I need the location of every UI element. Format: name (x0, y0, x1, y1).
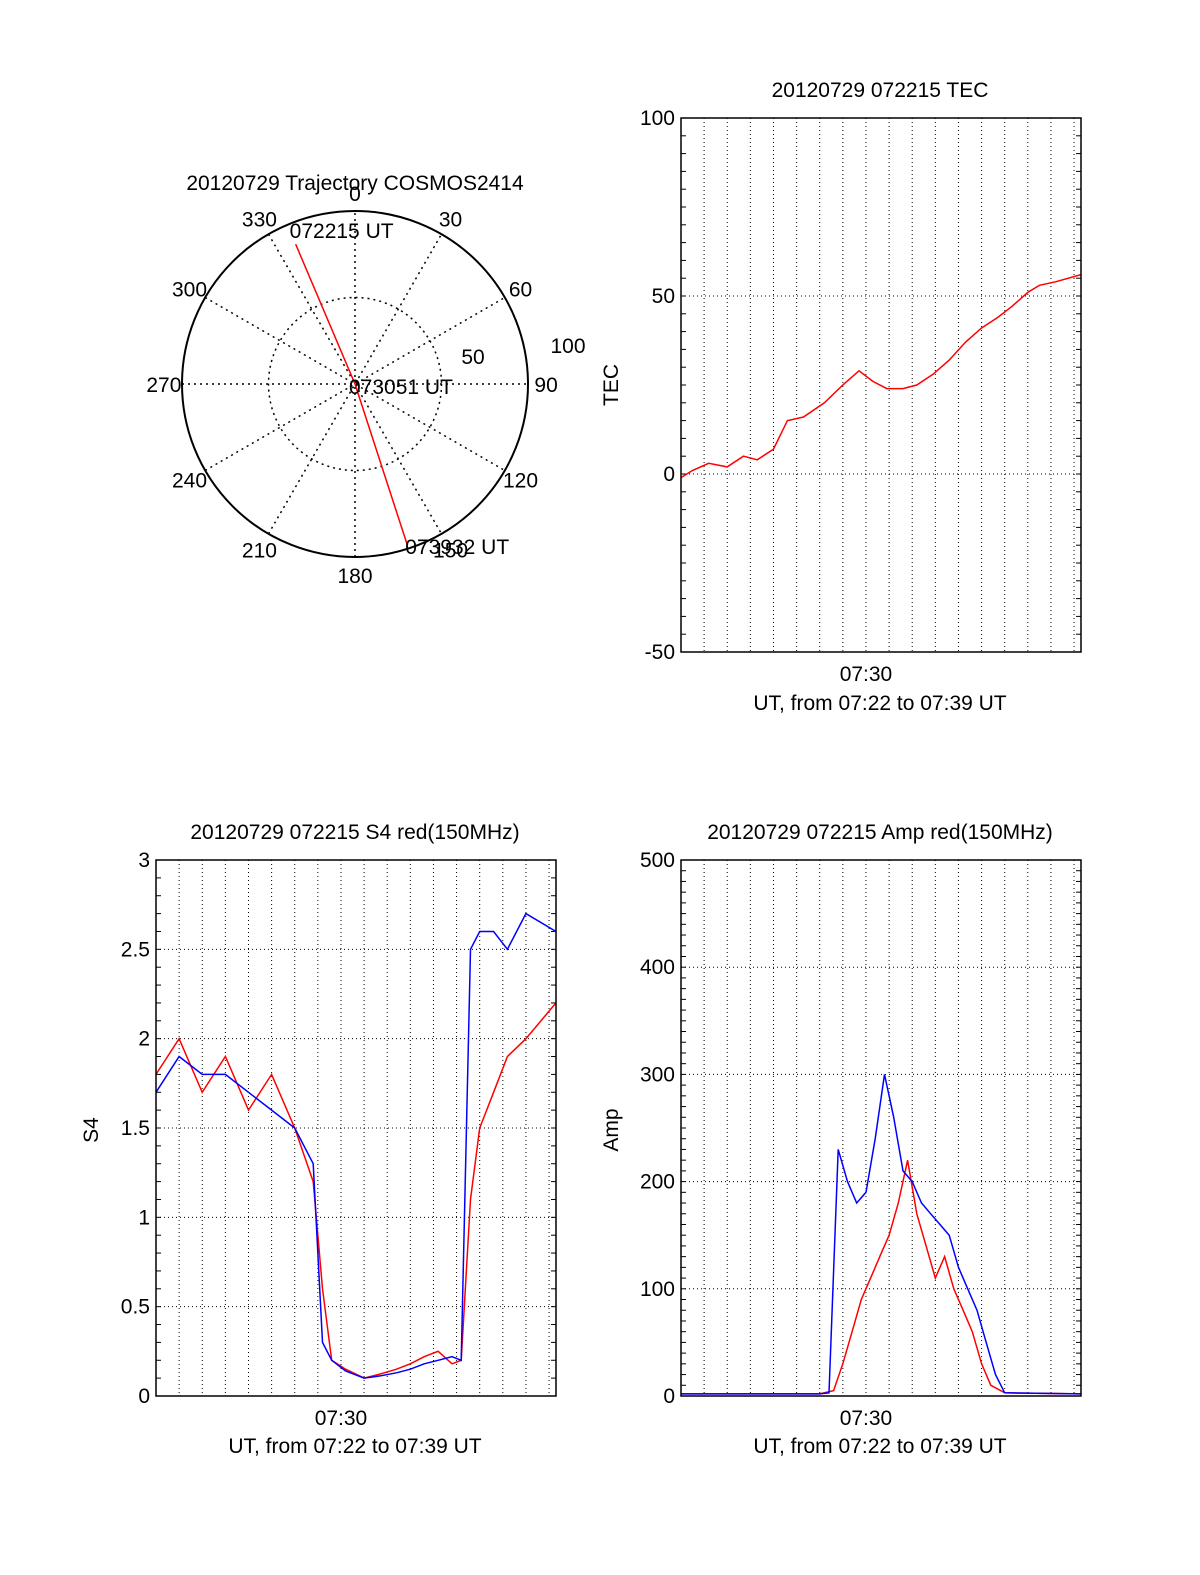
plot-frame (680, 859, 1082, 1397)
y-tick-label: 0.5 (121, 1296, 150, 1319)
polar-labels: 0 30 60 90 120 150 180 210 240 270 300 330 50 100 0722… (146, 183, 585, 588)
polar-angle-label: 240 (172, 470, 207, 493)
tec-title: 20120729 072215 TEC (772, 79, 989, 102)
y-tick-label: -50 (645, 641, 675, 664)
polar-angle-label: 60 (509, 278, 532, 301)
amp-plot-area: 0 100 200 300 400 500 07:30 (640, 849, 1082, 1430)
plot-frame (680, 117, 1082, 653)
polar-angle-label: 30 (439, 209, 462, 232)
amp-title: 20120729 072215 Amp red(150MHz) (707, 821, 1053, 844)
trajectory-time-label: 073932 UT (405, 536, 509, 559)
trajectory-path (294, 243, 408, 546)
plot-frame (155, 859, 557, 1397)
series-line (155, 912, 557, 1379)
polar-angle-label: 150 (433, 539, 468, 562)
y-tick-label: 1.5 (121, 1117, 150, 1140)
series-line (155, 1002, 557, 1379)
y-tick-label: 50 (652, 285, 675, 308)
polar-angle-label: 270 (146, 374, 181, 397)
polar-angle-label: 120 (503, 470, 538, 493)
polar-angle-label: 0 (349, 183, 361, 206)
polar-angle-label: 180 (337, 565, 372, 588)
polar-angle-label: 330 (242, 209, 277, 232)
s4-plot-area: 0 0.5 1 1.5 2 2.5 3 07:30 (121, 849, 557, 1430)
series-line (681, 1074, 1082, 1395)
y-tick-label: 0 (138, 1385, 150, 1408)
tec-plot-area: -50 0 50 100 07:30 (640, 107, 1082, 686)
x-tick-label: 07:30 (840, 1407, 893, 1430)
y-tick-label: 500 (640, 849, 675, 872)
y-tick-label: 3 (138, 849, 150, 872)
polar-spoke (204, 296, 506, 472)
series-line (681, 1160, 1082, 1395)
polar-angle-label: 210 (242, 539, 277, 562)
polar-grid (181, 210, 529, 558)
polar-angle-label: 300 (172, 278, 207, 301)
y-tick-label: 2 (138, 1028, 150, 1051)
series-line (680, 273, 1082, 479)
y-tick-label: 2.5 (121, 938, 150, 961)
trajectory-time-label: 072215 UT (290, 220, 394, 243)
y-tick-label: 200 (640, 1171, 675, 1194)
y-tick-label: 0 (663, 1385, 675, 1408)
tec-xlabel: UT, from 07:22 to 07:39 UT (753, 692, 1006, 715)
polar-spoke (267, 233, 443, 535)
polar-title: 20120729 Trajectory COSMOS2414 (186, 172, 524, 195)
y-tick-label: 1 (138, 1206, 150, 1229)
y-tick-label: 300 (640, 1063, 675, 1086)
polar-spoke (267, 233, 443, 535)
amp-xlabel: UT, from 07:22 to 07:39 UT (753, 1435, 1006, 1458)
tec-chart: 20120729 072215 TEC TEC UT, from 07:22 t… (600, 79, 1082, 715)
y-tick-label: 0 (663, 463, 675, 486)
polar-trajectory-chart: 20120729 Trajectory COSMOS2414 0 30 60 90 12… (146, 172, 585, 588)
s4-title: 20120729 072215 S4 red(150MHz) (190, 821, 519, 844)
tec-ylabel: TEC (600, 364, 623, 406)
polar-spoke (204, 296, 506, 472)
polar-radial-label: 50 (461, 346, 484, 369)
amp-ylabel: Amp (600, 1108, 623, 1151)
s4-xlabel: UT, from 07:22 to 07:39 UT (228, 1435, 481, 1458)
polar-angle-label: 90 (534, 374, 557, 397)
y-tick-label: 400 (640, 956, 675, 979)
x-tick-label: 07:30 (315, 1407, 368, 1430)
trajectory-line (294, 243, 408, 546)
x-tick-label: 07:30 (840, 663, 893, 686)
y-tick-label: 100 (640, 107, 675, 130)
trajectory-time-label: 073051 UT (349, 376, 453, 399)
polar-radial-label: 100 (550, 335, 585, 358)
s4-chart: 20120729 072215 S4 red(150MHz) S4 UT, fr… (80, 821, 557, 1458)
s4-ylabel: S4 (80, 1117, 103, 1143)
amp-chart: 20120729 072215 Amp red(150MHz) Amp UT, … (600, 821, 1082, 1458)
y-tick-label: 100 (640, 1278, 675, 1301)
